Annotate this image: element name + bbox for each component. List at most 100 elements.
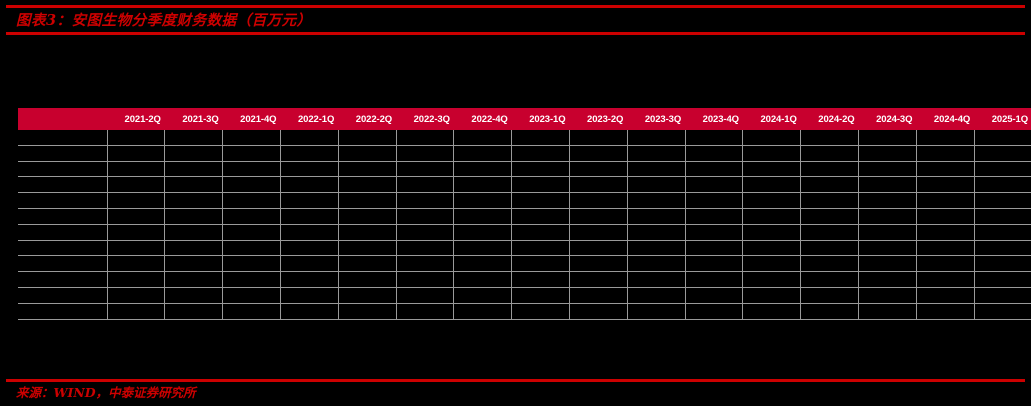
table-cell xyxy=(742,240,802,257)
table-cell xyxy=(338,255,397,273)
table-cell xyxy=(453,240,513,257)
table-cell xyxy=(569,240,628,257)
table-cell xyxy=(800,176,860,194)
table-cell xyxy=(280,145,339,162)
table-cell xyxy=(453,224,513,241)
table-cell xyxy=(280,255,339,273)
table-cell xyxy=(338,271,397,288)
table-cell xyxy=(858,192,917,209)
table-cell xyxy=(453,287,513,304)
table-cell xyxy=(453,303,513,320)
table-cell xyxy=(338,208,397,225)
table-cell xyxy=(742,130,802,146)
table-cell xyxy=(627,255,686,273)
table-cell xyxy=(800,271,860,288)
table-cell xyxy=(858,130,917,146)
table-cell xyxy=(453,255,513,273)
column-header-2024-2q: 2024-2Q xyxy=(800,108,859,130)
table-cell xyxy=(800,130,860,146)
table-cell xyxy=(627,130,686,146)
table-cell xyxy=(396,192,455,209)
column-header-2022-2q: 2022-2Q xyxy=(338,108,397,130)
column-header-2021-2q: 2021-2Q xyxy=(107,108,165,130)
table-cell xyxy=(222,130,281,146)
table-cell xyxy=(453,271,513,288)
table-cell xyxy=(511,287,570,304)
table-row xyxy=(18,176,1031,194)
table-cell xyxy=(800,255,860,273)
table-cell xyxy=(280,161,339,178)
table-cell xyxy=(627,240,686,257)
table-cell xyxy=(396,271,455,288)
table-cell xyxy=(569,224,628,241)
table-cell xyxy=(222,192,281,209)
table-cell xyxy=(396,255,455,273)
table-row xyxy=(18,240,1031,257)
column-header-2023-2q: 2023-2Q xyxy=(569,108,628,130)
table-cell xyxy=(511,303,570,320)
table-cell xyxy=(858,287,917,304)
table-cell xyxy=(569,303,628,320)
table-cell xyxy=(107,176,166,194)
table-header: 2021-2Q 2021-3Q 2021-4Q 2022-1Q 2022-2Q 2022-… xyxy=(18,108,1031,130)
table-cell xyxy=(858,145,917,162)
table-cell xyxy=(280,130,339,146)
table-cell xyxy=(396,161,455,178)
table-cell xyxy=(453,192,513,209)
table-cell xyxy=(742,176,802,194)
table-cell xyxy=(222,176,281,194)
table-cell xyxy=(396,145,455,162)
table-cell xyxy=(800,240,860,257)
financial-data-table: 2021-2Q 2021-3Q 2021-4Q 2022-1Q 2022-2Q 2022-… xyxy=(18,108,1031,320)
table-cell xyxy=(685,130,744,146)
table-cell xyxy=(974,130,1031,146)
table-cell xyxy=(858,255,917,273)
table-cell xyxy=(107,130,166,146)
table-cell xyxy=(916,130,975,146)
table-cell xyxy=(858,240,917,257)
table-cell xyxy=(396,287,455,304)
table-cell xyxy=(685,271,744,288)
table-cell xyxy=(916,208,975,225)
table-cell xyxy=(800,161,860,178)
table-cell xyxy=(800,192,860,209)
table-cell xyxy=(685,192,744,209)
row-label-cell xyxy=(18,145,108,162)
table-cell xyxy=(858,271,917,288)
table-cell xyxy=(800,224,860,241)
table-cell xyxy=(974,224,1031,241)
table-cell xyxy=(974,161,1031,178)
row-label-cell xyxy=(18,224,108,241)
table-cell xyxy=(164,240,224,257)
table-cell xyxy=(164,255,224,273)
table-cell xyxy=(164,271,224,288)
column-header-2025-1q: 2025-1Q xyxy=(974,108,1031,130)
table-cell xyxy=(685,176,744,194)
row-label-cell xyxy=(18,208,108,225)
table-cell xyxy=(280,224,339,241)
table-cell xyxy=(222,240,281,257)
table-cell xyxy=(164,287,224,304)
table-cell xyxy=(453,145,513,162)
row-label-cell xyxy=(18,287,108,304)
table-cell xyxy=(627,287,686,304)
table-header-row: 2021-2Q 2021-3Q 2021-4Q 2022-1Q 2022-2Q 2022-… xyxy=(18,108,1031,130)
table-cell xyxy=(858,161,917,178)
row-label-cell xyxy=(18,176,108,194)
table-cell xyxy=(222,161,281,178)
table-cell xyxy=(916,303,975,320)
table-cell xyxy=(511,145,570,162)
table-cell xyxy=(511,271,570,288)
table-cell xyxy=(107,224,166,241)
table-cell xyxy=(916,255,975,273)
column-header-2024-1q: 2024-1Q xyxy=(742,108,801,130)
table-cell xyxy=(685,255,744,273)
table-cell xyxy=(916,240,975,257)
table-cell xyxy=(858,208,917,225)
table-cell xyxy=(511,208,570,225)
table-cell xyxy=(164,208,224,225)
table-cell xyxy=(685,208,744,225)
column-header-2024-4q: 2024-4Q xyxy=(916,108,975,130)
table-cell xyxy=(280,271,339,288)
table-cell xyxy=(164,161,224,178)
